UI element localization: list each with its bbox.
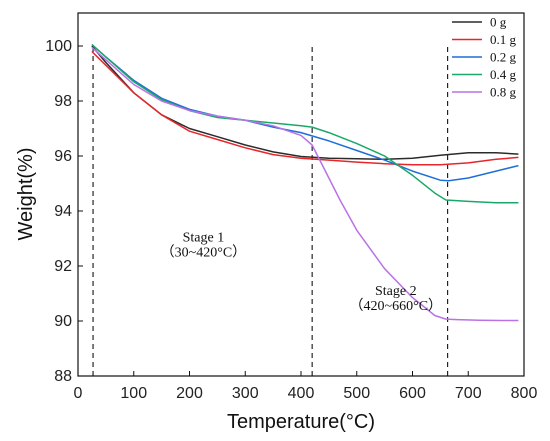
x-tick-label: 700 — [455, 385, 482, 402]
series-line-0_1-g — [91, 50, 519, 166]
y-tick-label: 100 — [45, 38, 72, 55]
y-axis-label: Weight(%) — [15, 148, 37, 241]
y-tick-label: 98 — [54, 93, 72, 110]
x-tick-label: 100 — [120, 385, 147, 402]
stage-divider-lines — [92, 44, 449, 376]
series-line-0_4-g — [91, 44, 519, 204]
y-tick-label: 88 — [54, 368, 72, 385]
series-line-0_8-g — [91, 46, 519, 322]
legend-label: 0.8 g — [490, 85, 517, 100]
series-layer — [91, 44, 519, 322]
x-tick-label: 0 — [74, 385, 83, 402]
series-line-0-g — [91, 45, 519, 161]
x-tick-label: 400 — [288, 385, 315, 402]
legend-label: 0.4 g — [490, 67, 517, 82]
x-tick-label: 600 — [399, 385, 426, 402]
y-tick-label: 90 — [54, 313, 72, 330]
x-tick-label: 500 — [343, 385, 370, 402]
x-tick-label: 200 — [176, 385, 203, 402]
plot-frame — [77, 12, 525, 377]
legend-label: 0.2 g — [490, 50, 517, 65]
stage-annotations: Stage 1（30~420°C） Stage 2（420~660°C） — [161, 230, 442, 314]
legend-label: 0 g — [490, 15, 507, 30]
series-line-0_2-g — [91, 44, 519, 182]
stage-annotation: Stage 1 — [183, 230, 225, 245]
x-axis-label: Temperature(°C) — [227, 411, 375, 433]
stage-annotation: （30~420°C） — [161, 244, 247, 260]
y-axis-ticks: 88 90 92 94 96 98 100 — [45, 38, 83, 385]
stage-annotation: Stage 2 — [375, 284, 417, 299]
x-axis-ticks: 0 100 200 300 400 500 600 700 800 — [74, 371, 538, 402]
legend-label: 0.1 g — [490, 32, 517, 47]
x-tick-label: 300 — [232, 385, 259, 402]
stage-annotation: （420~660°C） — [350, 298, 443, 314]
x-tick-label: 800 — [511, 385, 538, 402]
y-tick-label: 96 — [54, 148, 72, 165]
legend: 0 g 0.1 g 0.2 g 0.4 g 0.8 g — [452, 15, 517, 100]
y-tick-label: 94 — [54, 203, 72, 220]
y-tick-label: 92 — [54, 258, 72, 275]
